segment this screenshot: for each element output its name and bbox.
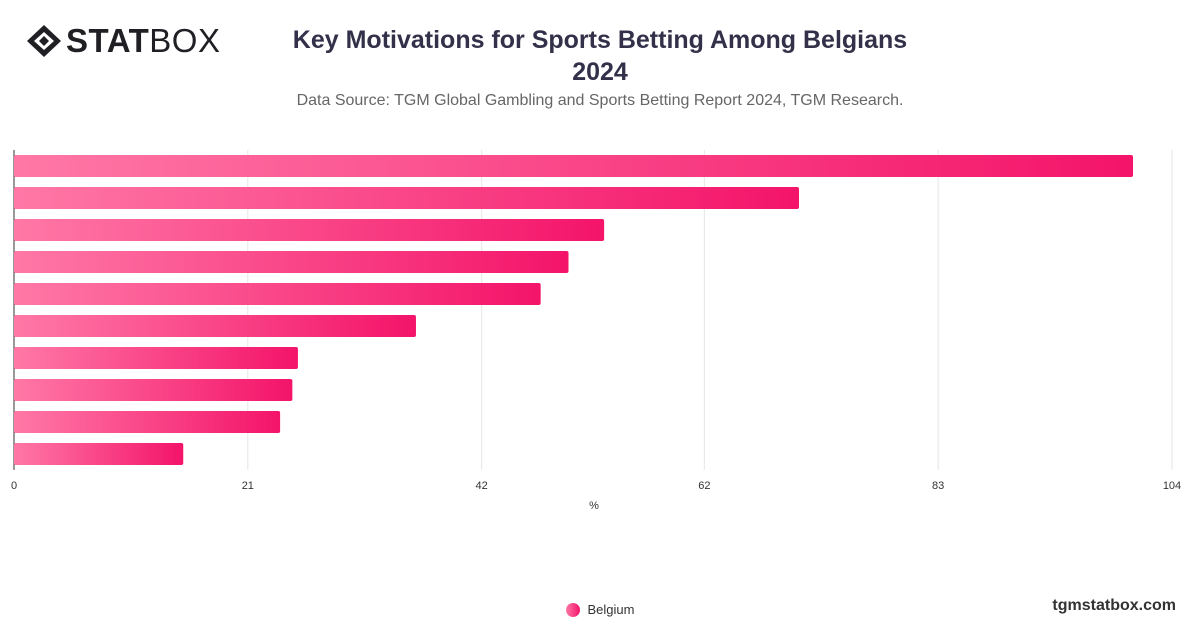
bar[interactable] [14,379,293,401]
legend-marker-icon [565,602,580,617]
diamond-logo-icon [27,25,61,57]
bar[interactable] [14,283,541,305]
x-tick-label: 42 [476,480,488,492]
legend[interactable]: Belgium [0,602,1200,617]
bar[interactable] [14,315,416,337]
chart-title: Key Motivations for Sports Betting Among… [220,24,980,88]
x-tick-label: 83 [932,480,944,492]
x-tick-label: 62 [698,480,710,492]
bar[interactable] [14,155,1134,177]
chart-title-line2: 2024 [572,58,628,86]
logo-text: STATBOX [66,22,221,59]
legend-label-belgium: Belgium [587,602,635,617]
chart-subtitle: Data Source: TGM Global Gambling and Spo… [296,92,904,109]
bar[interactable] [14,411,281,433]
x-tick-label: 0 [11,480,17,492]
bar[interactable] [14,251,569,273]
bars [14,155,1134,465]
bar[interactable] [14,219,605,241]
statbox-logo: STATBOX [26,24,220,58]
chart-title-line1: Key Motivations for Sports Betting Among… [292,26,908,54]
x-tick-label: 21 [242,480,254,492]
x-axis-label: % [589,500,599,512]
x-axis-ticks: 0 21 42 62 83 104 [11,480,1181,492]
bar[interactable] [14,443,184,465]
bar[interactable] [14,187,799,209]
brand-footer: tgmstatbox.com [1052,597,1176,614]
bar[interactable] [14,347,298,369]
x-tick-label: 104 [1163,480,1181,492]
